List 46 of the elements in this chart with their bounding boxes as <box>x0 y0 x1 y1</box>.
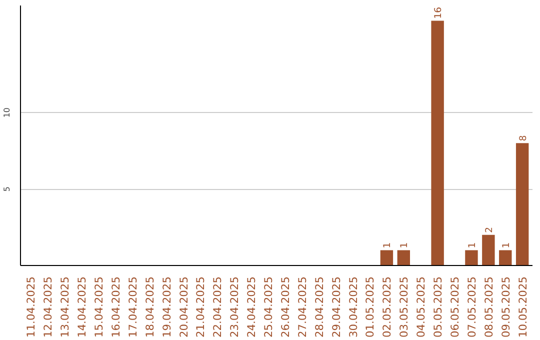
bar <box>465 250 478 266</box>
data-label: 1 <box>466 242 478 248</box>
data-label: 8 <box>518 135 529 142</box>
x-tick-label: 22.04.2025 <box>211 276 224 338</box>
x-tick-label: 02.05.2025 <box>380 276 394 338</box>
bar <box>380 250 394 266</box>
x-tick-label: 24.04.2025 <box>245 276 258 338</box>
x-tick-label: 20.04.2025 <box>177 276 190 338</box>
x-tick-label: 15.04.2025 <box>92 276 106 338</box>
bar <box>482 234 495 266</box>
x-tick-label: 04.05.2025 <box>414 276 428 338</box>
bar <box>431 20 444 266</box>
x-tick-label: 25.04.2025 <box>262 276 276 338</box>
x-tick-label: 26.04.2025 <box>278 276 292 338</box>
x-tick-label: 21.04.2025 <box>194 276 208 338</box>
x-tick-label: 12.04.2025 <box>42 276 55 338</box>
data-label: 1 <box>399 242 410 248</box>
x-tick-label: 28.04.2025 <box>312 276 326 338</box>
x-tick-label: 03.05.2025 <box>398 276 411 338</box>
x-tick-label: 13.04.2025 <box>58 276 72 338</box>
x-tick-label: 29.04.2025 <box>330 276 343 338</box>
x-tick-label: 18.04.2025 <box>143 276 156 338</box>
data-label: 1 <box>382 242 394 248</box>
x-tick-label: 19.04.2025 <box>160 276 174 338</box>
bar <box>499 250 512 266</box>
bar <box>397 250 410 266</box>
x-tick-label: 08.05.2025 <box>482 276 496 338</box>
data-label: 1 <box>500 242 512 248</box>
x-tick-label: 16.04.2025 <box>109 276 122 338</box>
x-tick-label: 17.04.2025 <box>126 276 140 338</box>
x-tick-label: 09.05.2025 <box>499 276 512 338</box>
x-tick-label: 10.05.2025 <box>516 276 530 338</box>
x-tick-label: 23.04.2025 <box>228 276 242 338</box>
x-tick-label: 01.05.2025 <box>364 276 377 338</box>
x-tick-label: 07.05.2025 <box>465 276 478 338</box>
x-tick-label: 11.04.2025 <box>24 276 38 338</box>
x-tick-label: 06.05.2025 <box>448 276 462 338</box>
bar <box>516 143 529 266</box>
x-tick-label: 14.04.2025 <box>76 276 89 338</box>
data-label: 16 <box>433 6 444 19</box>
y-tick-label: 5 <box>2 186 12 192</box>
data-label: 2 <box>484 226 495 233</box>
y-tick-label: 10 <box>2 107 12 118</box>
x-tick-label: 05.05.2025 <box>432 276 445 338</box>
x-tick-label: 27.04.2025 <box>296 276 309 338</box>
x-tick-label: 30.04.2025 <box>346 276 360 338</box>
